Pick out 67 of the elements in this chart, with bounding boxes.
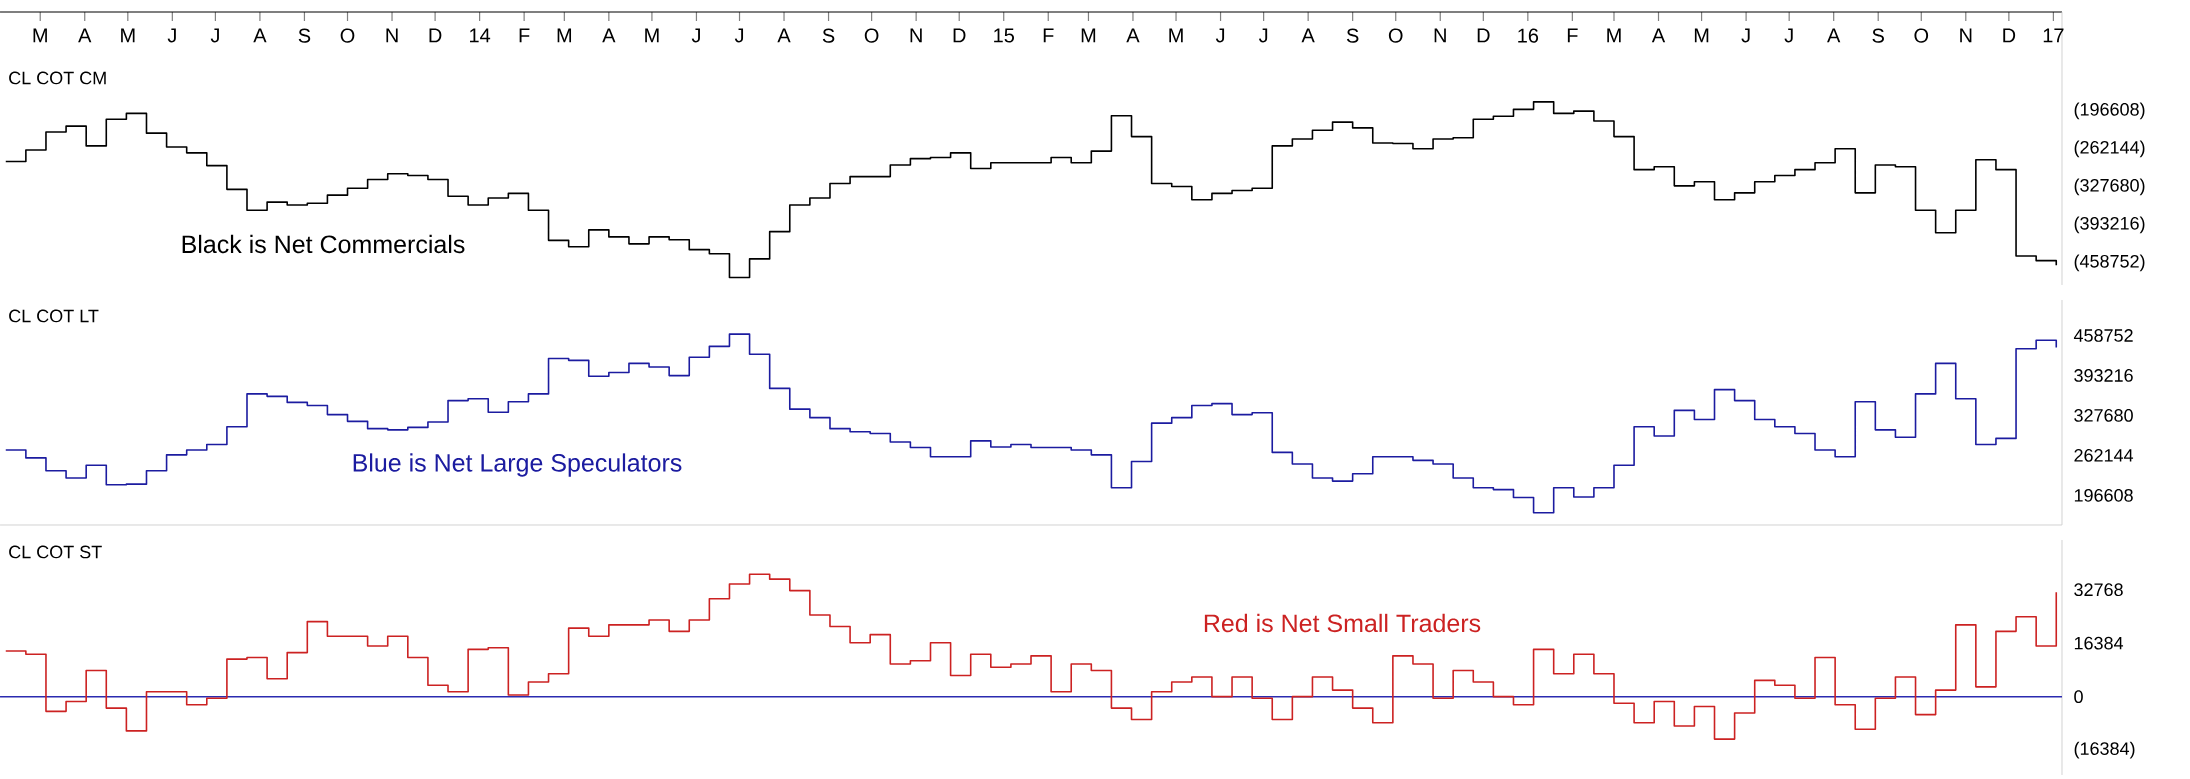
x-tick-label: M: [645, 28, 659, 43]
x-tick-label: D: [429, 28, 442, 43]
x-tick-label: A: [777, 28, 791, 43]
chart-title: CL COT ST: [9, 545, 102, 559]
x-tick-label: 16: [1518, 28, 1539, 43]
x-tick-label: M: [33, 28, 47, 43]
text: CL COT CM: [9, 71, 106, 85]
x-tick-label: J: [1784, 28, 1793, 43]
x-tick-label: 15: [994, 28, 1015, 43]
x-tick-label: D: [953, 28, 966, 43]
x-tick-label: M: [1081, 28, 1096, 43]
x-tick-label: M: [121, 28, 135, 43]
x-tick-label: M: [557, 28, 572, 43]
x-tick-label: O: [1388, 28, 1403, 43]
y-tick-label: 327680: [2074, 409, 2133, 422]
x-tick-label: 14: [470, 28, 491, 43]
annotation: Black is Net Commercials: [182, 234, 465, 254]
y-tick-label: 0: [2074, 690, 2083, 704]
annotation: Red is Net Small Traders: [1204, 613, 1481, 633]
x-tick-label: S: [822, 28, 835, 43]
x-tick-label: O: [1914, 28, 1929, 43]
x-tick-label: A: [78, 28, 92, 43]
annotation: Blue is Net Large Speculators: [353, 453, 682, 477]
x-tick-label: J: [734, 28, 744, 43]
y-tick-label: (16384): [2074, 741, 2135, 759]
x-tick-label: N: [1960, 28, 1972, 43]
x-tick-label: M: [1694, 28, 1709, 43]
x-tick-label: 17: [2043, 28, 2064, 43]
y-tick-label: 458752: [2073, 329, 2133, 342]
x-tick-label: J: [1258, 28, 1268, 43]
x-tick-label: S: [1346, 28, 1359, 43]
x-tick-label: S: [1872, 28, 1884, 43]
x-tick-label: O: [864, 28, 879, 43]
y-tick-label: (196608): [2074, 102, 2145, 120]
x-tick-label: F: [1043, 28, 1054, 43]
y-tick-label: 262144: [2074, 449, 2134, 462]
x-tick-label: A: [253, 28, 267, 43]
x-tick-label: N: [1434, 28, 1446, 43]
x-tick-label: J: [210, 28, 219, 43]
x-tick-label: M: [1607, 28, 1621, 43]
x-tick-label: D: [1477, 28, 1490, 43]
x-tick-label: D: [2003, 28, 2016, 43]
x-tick-label: M: [1169, 28, 1183, 43]
chart-title: CL COT LT: [9, 309, 99, 323]
x-tick-label: O: [340, 28, 355, 43]
x-tick-label: N: [386, 28, 398, 43]
x-tick-label: F: [519, 28, 530, 43]
x-tick-label: J: [167, 28, 176, 43]
y-tick-label: 16384: [2074, 636, 2124, 650]
x-tick-label: A: [1126, 28, 1140, 43]
x-tick-label: S: [298, 28, 311, 43]
x-tick-label: J: [1741, 28, 1750, 43]
y-tick-label: (458752): [2074, 254, 2145, 272]
y-tick-label: (262144): [2074, 140, 2145, 158]
x-tick-label: F: [1567, 28, 1578, 43]
x-tick-label: J: [691, 28, 700, 43]
x-tick-label: A: [1827, 28, 1841, 43]
x-tick-label: A: [1651, 28, 1666, 43]
y-tick-label: 32768: [2074, 583, 2123, 597]
y-tick-label: (327680): [2074, 178, 2145, 196]
x-tick-label: N: [910, 28, 922, 43]
x-tick-label: A: [1301, 28, 1315, 43]
y-tick-label: (393216): [2074, 216, 2145, 234]
y-tick-label: 196608: [2074, 488, 2133, 502]
x-tick-label: A: [602, 28, 616, 43]
y-tick-label: 393216: [2074, 369, 2133, 382]
x-tick-label: J: [1215, 28, 1225, 43]
